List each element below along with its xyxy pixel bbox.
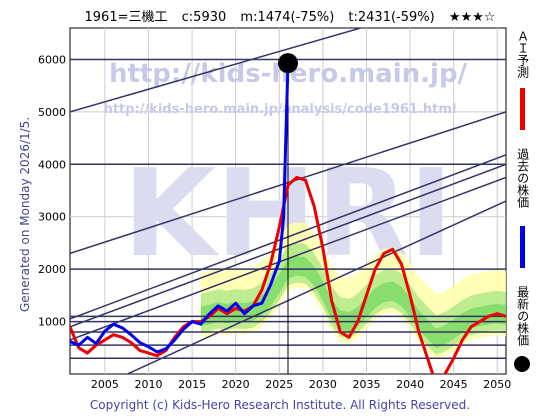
forecast-band bbox=[200, 222, 506, 361]
legend-latest-price-marker bbox=[514, 356, 530, 372]
legend-latest-price-label: 最新の株価 bbox=[515, 286, 530, 346]
x-tick-label: 2025 bbox=[265, 378, 293, 391]
legend-ai-forecast: ＡＩ予測 bbox=[514, 30, 536, 130]
m-value: m:1474(-75%) bbox=[240, 10, 335, 25]
x-tick-label: 2010 bbox=[134, 378, 162, 391]
x-tick-label: 2045 bbox=[440, 378, 468, 391]
y-tick-label: 5000 bbox=[38, 106, 66, 119]
legend-ai-forecast-label: ＡＩ予測 bbox=[515, 30, 530, 78]
legend-ai-forecast-swatch bbox=[520, 88, 525, 130]
series-ai-forecast bbox=[70, 175, 506, 374]
current-price: c:5930 bbox=[181, 10, 227, 25]
x-tick-label: 2015 bbox=[178, 378, 206, 391]
chart-header: 1961=三機工 c:5930 m:1474(-75%) t:2431(-59%… bbox=[60, 6, 520, 25]
series-lines bbox=[70, 63, 506, 374]
x-tick-label: 2020 bbox=[222, 378, 250, 391]
y-tick-label: 2000 bbox=[38, 263, 66, 276]
x-axis-ticks: 2005 2010 2015 2020 2025 2030 2035 2040 2045 2050 bbox=[91, 378, 511, 391]
current-marker bbox=[278, 53, 298, 74]
x-tick-label: 2005 bbox=[91, 378, 119, 391]
stock-code: 1961=三機工 bbox=[84, 10, 168, 25]
legend-past-price: 過去の株価 bbox=[514, 148, 536, 268]
watermark-analysis-url: http://kids-hero.main.jp/analysis/code19… bbox=[104, 102, 457, 117]
legend-latest-price: 最新の株価 bbox=[514, 286, 536, 376]
star-rating: ★★★☆ bbox=[448, 10, 496, 25]
forecast-band bbox=[200, 256, 506, 349]
trend-line bbox=[70, 28, 364, 113]
legend-past-price-label: 過去の株価 bbox=[515, 148, 530, 208]
current-price-marker bbox=[278, 53, 298, 74]
legend-past-price-swatch bbox=[520, 226, 525, 268]
y-tick-label: 1000 bbox=[38, 316, 66, 329]
t-value: t:2431(-59%) bbox=[348, 10, 435, 25]
y-tick-label: 4000 bbox=[38, 158, 66, 171]
trend-lines bbox=[70, 28, 506, 374]
x-tick-label: 2035 bbox=[352, 378, 380, 391]
y-axis-ticks: 1000 2000 3000 4000 5000 6000 bbox=[38, 53, 66, 328]
series-past-price bbox=[70, 63, 290, 354]
x-tick-label: 2040 bbox=[396, 378, 424, 391]
x-tick-label: 2030 bbox=[309, 378, 337, 391]
y-tick-label: 3000 bbox=[38, 211, 66, 224]
x-tick-label: 2050 bbox=[483, 378, 511, 391]
y-tick-label: 6000 bbox=[38, 53, 66, 66]
copyright-text: Copyright (c) Kids-Hero Research Institu… bbox=[89, 398, 471, 412]
